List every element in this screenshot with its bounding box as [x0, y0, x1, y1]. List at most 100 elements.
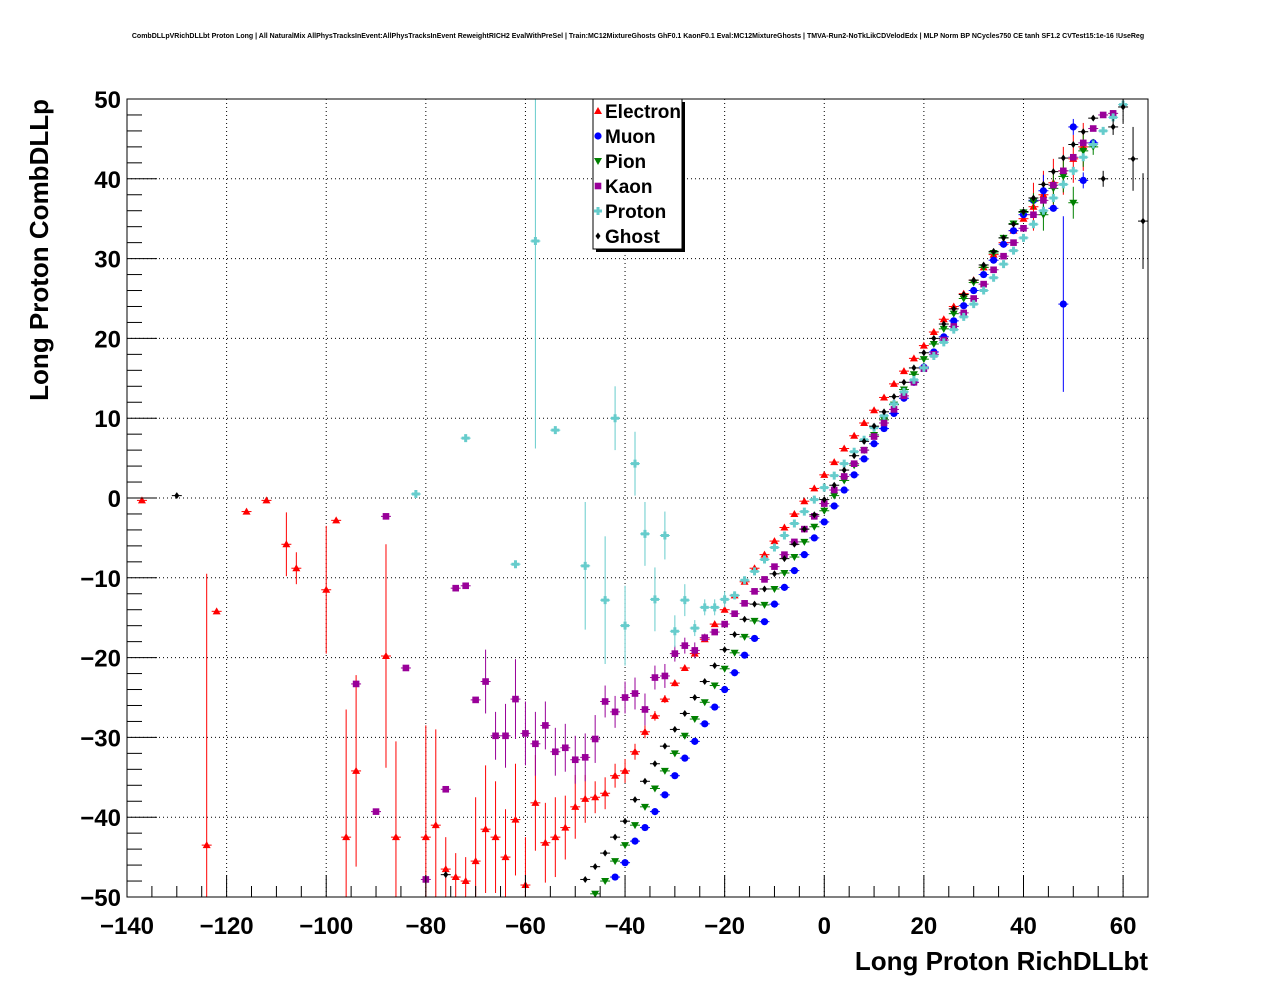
- data-point: [1080, 128, 1086, 136]
- legend-label: Proton: [605, 202, 666, 223]
- data-point: [441, 865, 450, 873]
- data-point: [601, 698, 609, 705]
- data-point: [909, 375, 918, 384]
- legend-label: Ghost: [605, 227, 661, 248]
- data-point: [611, 873, 619, 881]
- data-point: [821, 496, 827, 504]
- data-point: [631, 747, 640, 755]
- data-point: [720, 665, 729, 673]
- data-point: [1059, 300, 1067, 308]
- data-point: [551, 833, 560, 841]
- data-point: [810, 523, 819, 531]
- data-point: [680, 732, 689, 740]
- data-point: [352, 766, 361, 774]
- data-point: [631, 822, 640, 830]
- data-point: [701, 720, 709, 728]
- data-point: [322, 585, 331, 593]
- data-point: [810, 495, 819, 504]
- data-point: [751, 588, 758, 595]
- data-point: [621, 842, 630, 850]
- data-point: [611, 414, 620, 423]
- y-tick-label: −20: [80, 646, 121, 673]
- data-point: [391, 833, 400, 841]
- data-point: [760, 601, 769, 609]
- data-point: [999, 240, 1008, 248]
- data-point: [760, 555, 769, 564]
- data-point: [621, 694, 629, 701]
- data-point: [931, 334, 937, 342]
- data-point: [551, 426, 560, 435]
- data-point: [871, 422, 877, 430]
- data-point: [820, 470, 829, 478]
- data-point: [641, 823, 649, 832]
- legend-marker: [595, 232, 601, 240]
- data-point: [850, 447, 859, 456]
- data-point: [960, 302, 968, 310]
- data-point: [680, 663, 689, 671]
- data-point: [561, 744, 569, 752]
- data-point: [650, 785, 659, 793]
- data-point: [861, 437, 867, 445]
- data-point: [949, 325, 958, 334]
- data-point: [381, 652, 390, 660]
- data-point: [1059, 173, 1068, 181]
- data-point: [1069, 123, 1077, 131]
- x-tick-label: 20: [911, 913, 938, 940]
- data-point: [443, 871, 449, 879]
- data-point: [860, 446, 868, 454]
- data-point: [760, 550, 769, 558]
- y-tick-label: 50: [94, 87, 121, 114]
- data-point: [731, 610, 738, 618]
- data-point: [1039, 211, 1048, 219]
- data-point: [631, 690, 639, 697]
- data-point: [889, 399, 898, 408]
- data-point: [661, 672, 669, 680]
- data-point: [840, 473, 848, 480]
- y-tick-label: 30: [94, 247, 121, 274]
- data-point: [681, 642, 689, 649]
- data-point: [1029, 198, 1038, 206]
- data-point: [921, 349, 927, 357]
- data-point: [491, 833, 500, 841]
- data-point: [800, 538, 809, 546]
- data-point: [820, 507, 829, 515]
- x-tick-label: 40: [1010, 913, 1037, 940]
- data-point: [481, 825, 490, 833]
- data-point: [611, 708, 619, 716]
- data-point: [889, 379, 898, 387]
- y-tick-label: 20: [94, 326, 121, 353]
- data-point: [571, 756, 579, 764]
- data-point: [780, 583, 789, 591]
- data-point: [781, 551, 788, 558]
- y-tick-label: 10: [94, 406, 121, 433]
- data-point: [632, 796, 638, 804]
- data-point: [1039, 187, 1048, 195]
- data-point: [531, 798, 540, 806]
- data-point: [941, 320, 947, 328]
- data-point: [870, 433, 878, 440]
- data-point: [212, 607, 221, 615]
- data-point: [591, 735, 599, 743]
- data-point: [710, 603, 719, 612]
- data-point: [850, 471, 858, 479]
- data-point: [442, 785, 450, 793]
- y-tick-label: −50: [80, 885, 121, 912]
- data-point: [421, 833, 430, 841]
- data-point: [841, 466, 847, 474]
- data-point: [780, 570, 789, 578]
- data-point: [452, 584, 460, 592]
- data-point: [762, 585, 768, 593]
- data-point: [691, 647, 699, 654]
- data-point: [1030, 194, 1036, 202]
- data-point: [1001, 234, 1007, 242]
- data-point: [909, 371, 918, 379]
- data-point: [899, 387, 908, 396]
- data-point: [919, 356, 928, 364]
- data-point: [919, 341, 928, 349]
- x-tick-label: −20: [704, 913, 745, 940]
- data-point: [671, 650, 679, 657]
- data-markers: [136, 99, 1148, 898]
- data-point: [501, 853, 510, 861]
- data-point: [631, 459, 640, 468]
- data-point: [959, 295, 968, 303]
